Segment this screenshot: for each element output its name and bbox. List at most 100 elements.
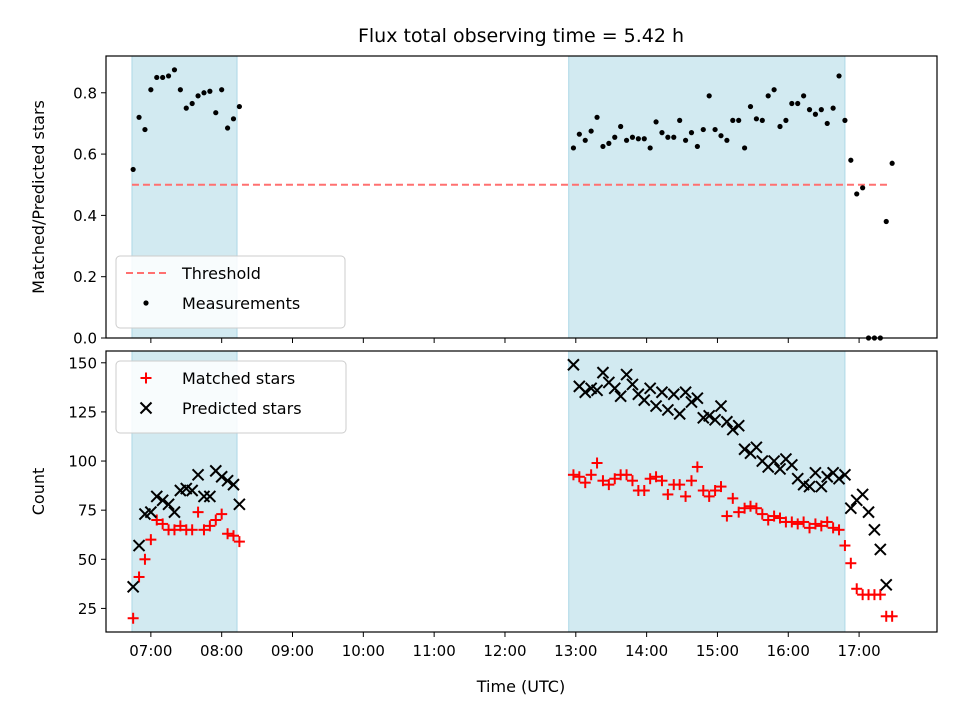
- data-point: [171, 67, 178, 73]
- legend-box: [115, 255, 346, 329]
- data-point: [685, 395, 698, 409]
- data-point: [641, 136, 647, 142]
- data-point: [157, 518, 169, 530]
- data-point: [851, 583, 863, 595]
- data-point: [177, 87, 183, 93]
- data-point: [230, 116, 237, 122]
- data-point: [127, 612, 139, 624]
- legend-swatch: [139, 401, 153, 415]
- data-point: [192, 506, 204, 518]
- data-point: [183, 105, 189, 111]
- data-point: [827, 522, 839, 534]
- data-point: [795, 100, 801, 107]
- data-point: [765, 93, 771, 99]
- data-point: [726, 423, 739, 436]
- data-point: [868, 523, 881, 537]
- data-point: [626, 475, 638, 487]
- data-point: [665, 134, 671, 140]
- data-point: [150, 490, 163, 503]
- data-point: [603, 479, 615, 491]
- data-point: [185, 484, 199, 497]
- data-point: [236, 103, 242, 110]
- data-point: [659, 130, 665, 136]
- data-point: [588, 128, 594, 134]
- data-point: [215, 470, 228, 483]
- data-point: [582, 137, 588, 143]
- data-point: [667, 388, 680, 401]
- data-point: [132, 539, 146, 552]
- data-point: [806, 107, 813, 113]
- data-point: [216, 508, 228, 520]
- data-point: [874, 543, 887, 556]
- data-point: [629, 134, 636, 140]
- data-point: [638, 485, 650, 497]
- data-point: [626, 378, 639, 391]
- data-point: [747, 103, 754, 110]
- data-point: [596, 366, 610, 379]
- data-point: [201, 90, 207, 96]
- data-point: [712, 126, 718, 133]
- y-tick-label: 0.6: [73, 146, 97, 164]
- data-point: [691, 391, 704, 405]
- data-point: [818, 107, 824, 113]
- data-point: [579, 477, 591, 489]
- data-point: [567, 358, 580, 371]
- legend: Threshold Measurements: [115, 255, 346, 329]
- data-point: [821, 516, 833, 528]
- data-point: [198, 524, 210, 536]
- data-point: [886, 610, 898, 622]
- y-tick-label: 0.2: [73, 268, 97, 286]
- data-point: [838, 468, 852, 482]
- data-point: [614, 389, 627, 403]
- data-point: [661, 403, 675, 417]
- data-point: [671, 134, 677, 140]
- data-point: [741, 145, 748, 151]
- data-point: [777, 123, 783, 130]
- data-point: [142, 126, 148, 133]
- data-point: [694, 143, 700, 150]
- data-point: [874, 589, 886, 601]
- data-point: [848, 157, 854, 163]
- data-point: [856, 488, 869, 501]
- bottom-panel: 25 50 75 100 125 150 07:00 08:00 09:00 10:00 11:00…: [29, 350, 938, 660]
- data-point: [774, 512, 786, 524]
- data-point: [753, 116, 759, 122]
- data-point: [191, 468, 205, 482]
- data-point: [612, 134, 618, 140]
- data-point: [839, 540, 851, 552]
- y-axis-label: Count: [29, 468, 48, 516]
- y-tick-label: 100: [68, 453, 97, 471]
- data-point: [744, 500, 756, 512]
- data-point: [189, 100, 195, 107]
- data-point: [824, 120, 830, 127]
- data-point: [647, 145, 653, 151]
- data-point: [844, 501, 858, 515]
- data-point: [733, 506, 745, 518]
- plot-frame: [105, 350, 938, 633]
- x-tick-label: 09:00: [271, 642, 314, 660]
- data-point: [768, 510, 780, 522]
- data-point: [833, 524, 845, 536]
- data-point: [682, 137, 689, 143]
- data-point: [579, 386, 592, 399]
- data-point: [227, 478, 240, 491]
- data-point: [691, 461, 703, 473]
- data-point: [233, 498, 246, 511]
- data-point: [736, 117, 742, 123]
- data-point: [832, 472, 846, 485]
- data-point: [650, 471, 662, 483]
- x-tick-label: 07:00: [129, 642, 172, 660]
- y-tick-label: 0.4: [73, 207, 97, 225]
- data-point: [156, 494, 169, 507]
- data-point: [618, 123, 624, 130]
- data-point: [638, 393, 651, 407]
- data-point: [590, 384, 604, 397]
- data-point: [197, 490, 211, 503]
- data-point: [165, 73, 172, 79]
- data-point: [186, 524, 198, 536]
- chart-title: Flux total observing time = 5.42 h: [358, 25, 684, 47]
- data-point: [160, 74, 166, 81]
- data-point: [203, 490, 217, 503]
- data-point: [718, 133, 724, 139]
